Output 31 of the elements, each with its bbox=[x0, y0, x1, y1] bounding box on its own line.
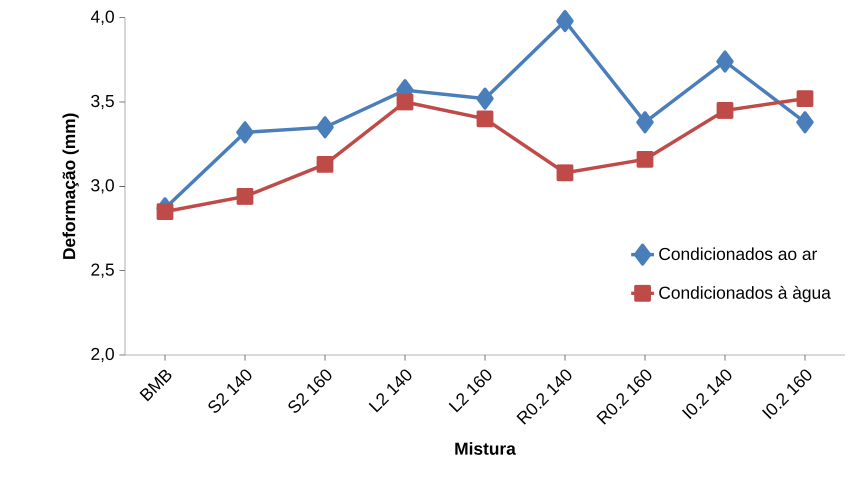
legend-label: Condicionados ao ar bbox=[659, 247, 818, 260]
x-tick-label: S2 160 bbox=[288, 370, 332, 413]
y-tick-label: 2,5 bbox=[91, 263, 114, 278]
x-tick-label: I0.2 140 bbox=[682, 370, 732, 420]
point bbox=[476, 110, 494, 128]
point bbox=[396, 94, 414, 110]
x-axis-title: Mistura bbox=[455, 442, 516, 455]
y-tick-label: 3,5 bbox=[91, 94, 114, 110]
point bbox=[636, 111, 654, 134]
point bbox=[156, 203, 174, 220]
point bbox=[636, 150, 654, 168]
y-tick-label: 2,0 bbox=[91, 348, 114, 362]
legend-label: Condicionados à àgua bbox=[659, 286, 831, 302]
y-tick-label: 4,0 bbox=[90, 10, 114, 25]
x-tick-label: L2 160 bbox=[448, 370, 492, 412]
point bbox=[236, 121, 254, 144]
point bbox=[236, 188, 254, 205]
y-axis-title: Deformação (mm) bbox=[62, 114, 79, 259]
y-tick-label: 3,0 bbox=[91, 179, 114, 194]
point bbox=[316, 116, 334, 138]
point bbox=[316, 156, 334, 173]
point bbox=[556, 164, 574, 182]
x-tick-label: L2 140 bbox=[368, 370, 412, 412]
x-tick-label: S2 140 bbox=[208, 370, 252, 413]
point bbox=[796, 90, 814, 108]
x-tick-label: I0.2 160 bbox=[762, 370, 812, 420]
point bbox=[556, 10, 574, 32]
point bbox=[796, 111, 814, 134]
point bbox=[716, 102, 734, 119]
point bbox=[716, 50, 734, 73]
point bbox=[476, 88, 494, 110]
